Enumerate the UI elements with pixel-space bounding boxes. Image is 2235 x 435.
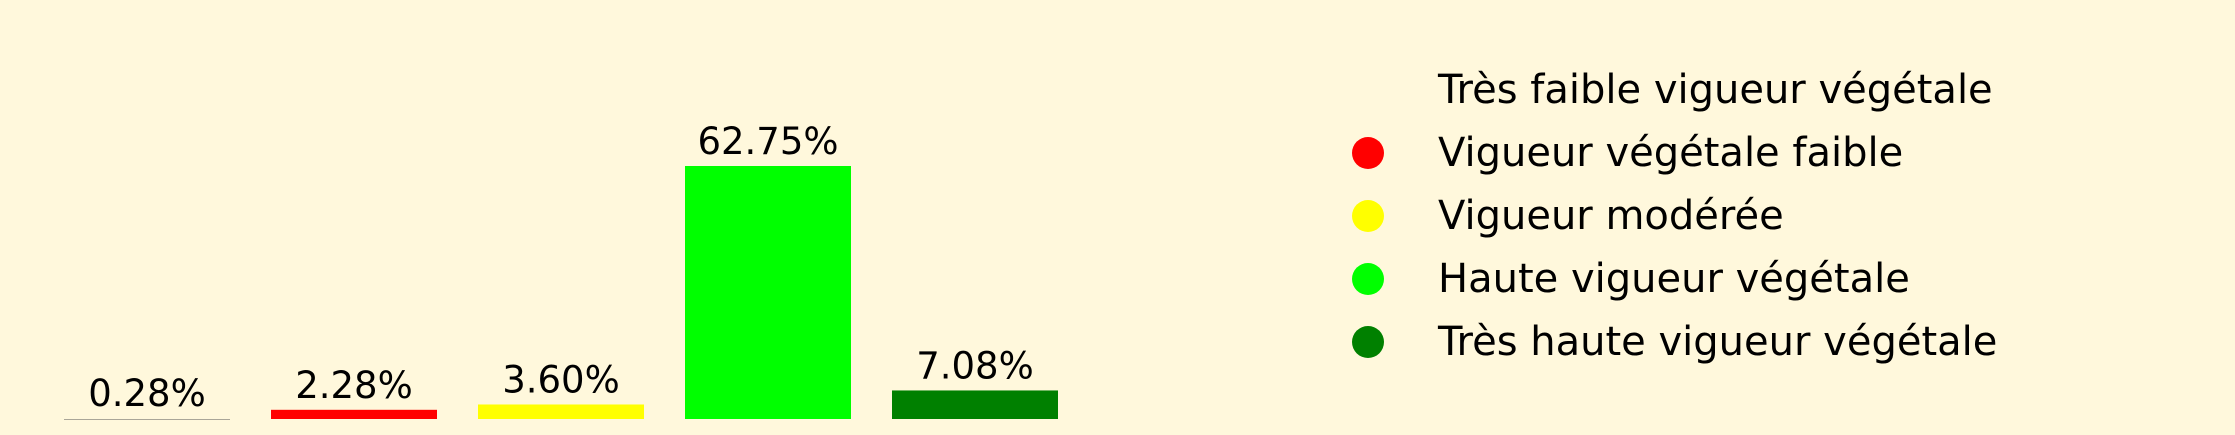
legend-item-2: Vigueur végétale faible bbox=[1340, 121, 2200, 184]
data-label-4: 62.75% bbox=[697, 120, 838, 163]
data-label-5: 7.08% bbox=[916, 344, 1034, 387]
bar-3 bbox=[478, 404, 644, 419]
bar-5 bbox=[892, 390, 1058, 419]
bar-1 bbox=[64, 417, 230, 419]
legend-item-5: Très haute vigueur végétale bbox=[1340, 310, 2200, 373]
data-labels-group: 0.28% 2.28% 3.60% 62.75% 7.08% bbox=[88, 120, 1034, 415]
data-label-2: 2.28% bbox=[295, 364, 413, 407]
chart-legend: Très faible vigueur végétale Vigueur végé… bbox=[1340, 58, 2200, 373]
bars-group bbox=[64, 166, 1058, 419]
bar-chart-plot: 0.28% 2.28% 3.60% 62.75% 7.08% bbox=[64, 120, 1058, 420]
legend-marker-3 bbox=[1352, 199, 1384, 232]
legend-marker-4 bbox=[1352, 262, 1384, 295]
legend-item-4: Haute vigueur végétale bbox=[1340, 247, 2200, 310]
legend-item-3: Vigueur modérée bbox=[1340, 184, 2200, 247]
data-label-3: 3.60% bbox=[502, 358, 620, 401]
bar-4 bbox=[685, 166, 851, 419]
legend-marker-2 bbox=[1352, 136, 1384, 169]
data-label-1: 0.28% bbox=[88, 372, 206, 415]
legend-marker-5 bbox=[1352, 325, 1384, 358]
legend-label-5: Très haute vigueur végétale bbox=[1438, 318, 1998, 365]
legend-label-4: Haute vigueur végétale bbox=[1438, 255, 1910, 302]
legend-marker-1 bbox=[1352, 73, 1384, 106]
bar-2 bbox=[271, 409, 437, 419]
legend-item-1: Très faible vigueur végétale bbox=[1340, 58, 2200, 121]
legend-label-1: Très faible vigueur végétale bbox=[1438, 66, 1993, 113]
legend-label-3: Vigueur modérée bbox=[1438, 192, 1784, 239]
legend-label-2: Vigueur végétale faible bbox=[1438, 129, 1904, 176]
